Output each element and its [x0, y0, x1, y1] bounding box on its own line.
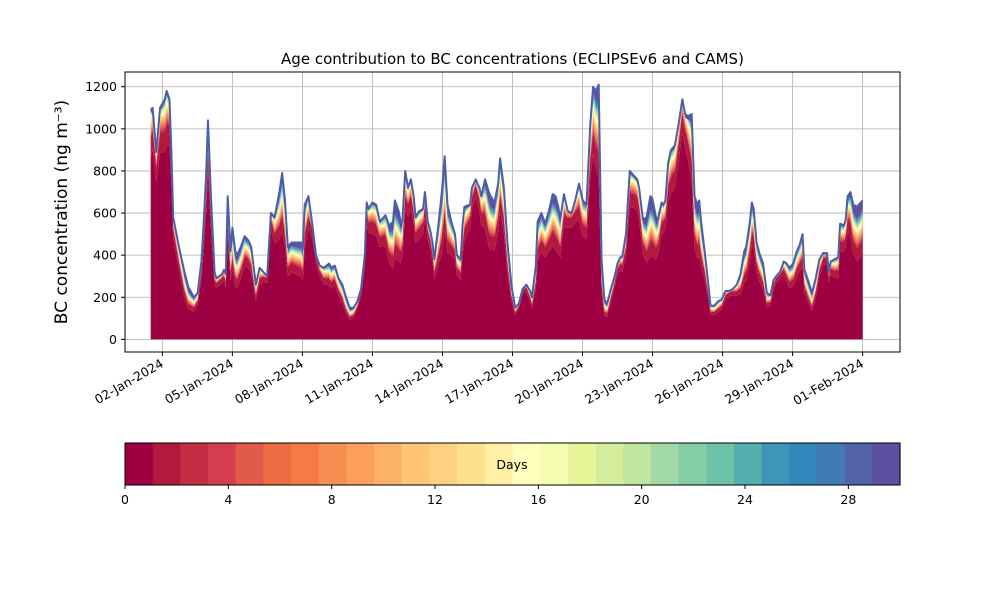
colorbar-segment [291, 443, 320, 485]
colorbar-segment [595, 443, 624, 485]
age-band-area-0 [150, 132, 863, 340]
x-tick-label: 11-Jan-2024 [302, 356, 376, 407]
y-tick-label: 1000 [85, 121, 117, 136]
colorbar-segment [761, 443, 790, 485]
colorbar: 0 4 8 12 16 20 24 28 [121, 442, 901, 507]
x-tick-label: 29-Jan-2024 [722, 356, 796, 407]
chart-title: Age contribution to BC concentrations (E… [281, 50, 744, 68]
colorbar-segment [540, 443, 569, 485]
colorbar-segment [567, 443, 597, 485]
total-line-layer [149, 83, 864, 309]
colorbar-tick-label: 12 [427, 492, 443, 507]
x-tick-label: 26-Jan-2024 [652, 356, 726, 407]
colorbar-segment [512, 443, 541, 485]
x-tick-label: 02-Jan-2024 [92, 356, 166, 407]
colorbar-segment [401, 443, 431, 485]
x-tick-label: 14-Jan-2024 [372, 356, 446, 407]
colorbar-segment [706, 443, 735, 485]
colorbar-segment [263, 443, 292, 485]
colorbar-frame [124, 442, 901, 486]
colorbar-segment [208, 443, 237, 485]
y-tick-label: 600 [93, 206, 117, 221]
colorbar-tick-label: 20 [634, 492, 650, 507]
colorbar-segment [429, 443, 458, 485]
colorbar-segment [484, 443, 514, 485]
colorbar-segment [346, 443, 375, 485]
x-tick-label: 05-Jan-2024 [162, 356, 236, 407]
colorbar-segment [125, 443, 154, 485]
colorbar-segment [623, 443, 652, 485]
colorbar-segment [152, 443, 181, 485]
y-axis-label: BC concentration (ng m⁻³) [52, 100, 72, 324]
colorbar-tick-label: 16 [530, 492, 546, 507]
colorbar-segment [678, 443, 707, 485]
colorbar-tick-label: 4 [224, 492, 232, 507]
colorbar-segment [374, 443, 403, 485]
y-tick-label: 200 [93, 290, 117, 305]
colorbar-segment [816, 443, 846, 485]
colorbar-tick-label: 28 [840, 492, 856, 507]
y-tick-label: 0 [109, 332, 117, 347]
y-tick-label: 1200 [85, 79, 117, 94]
colorbar-label: Days [496, 457, 527, 472]
colorbar-tick-label: 0 [121, 492, 129, 507]
x-tick-label: 01-Feb-2024 [790, 356, 866, 408]
x-tick-label: 08-Jan-2024 [232, 356, 306, 407]
colorbar-segment [235, 443, 264, 485]
colorbar-segment [733, 443, 763, 485]
colorbar-segment [872, 443, 901, 485]
colorbar-segment [844, 443, 873, 485]
y-tick-label: 400 [93, 248, 117, 263]
x-axis: 02-Jan-202405-Jan-202408-Jan-202411-Jan-… [92, 352, 866, 408]
colorbar-tick-label: 8 [328, 492, 336, 507]
total-concentration-line [149, 83, 864, 309]
colorbar-segment [789, 443, 818, 485]
colorbar-tick-label: 24 [737, 492, 753, 507]
y-tick-label: 800 [93, 163, 117, 178]
colorbar-segment [650, 443, 680, 485]
y-axis: 0 200 400 600 800 1000 1200 [85, 79, 125, 347]
colorbar-segment [457, 443, 486, 485]
age-stacked-areas [150, 84, 863, 340]
x-tick-label: 20-Jan-2024 [512, 356, 586, 407]
x-tick-label: 17-Jan-2024 [442, 356, 516, 407]
colorbar-segment [180, 443, 209, 485]
colorbar-segment [318, 443, 348, 485]
x-tick-label: 23-Jan-2024 [582, 356, 656, 407]
